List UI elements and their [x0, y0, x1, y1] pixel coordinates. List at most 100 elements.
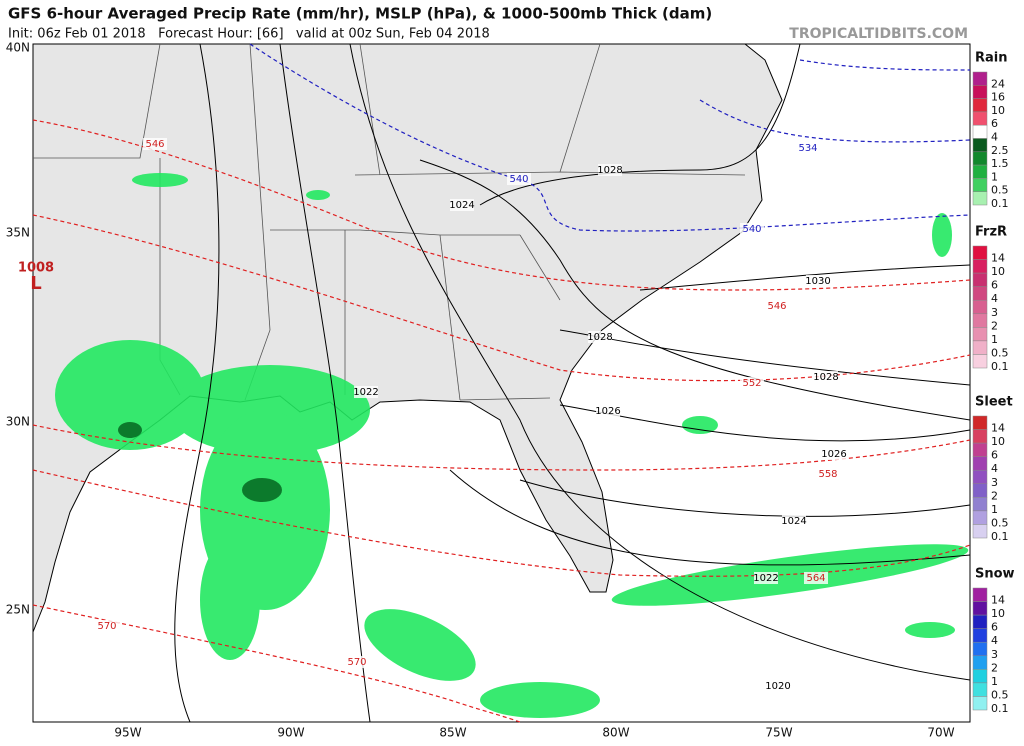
legend-label: 16 — [991, 91, 1005, 104]
lat-label: 35N — [6, 226, 30, 240]
thickness-label: 570 — [347, 657, 366, 668]
lon-label: 90W — [277, 726, 304, 740]
legend-label: 2.5 — [991, 144, 1009, 157]
legend-swatch — [972, 614, 988, 629]
lat-label: 30N — [6, 415, 30, 429]
legend-swatch — [972, 71, 988, 86]
legend-swatch — [972, 299, 988, 315]
low-pressure: 1008 — [18, 261, 54, 276]
thickness-label: 564 — [806, 573, 825, 584]
low-symbol: L — [30, 273, 41, 294]
legend-swatch — [972, 524, 988, 539]
lat-label: 40N — [6, 41, 30, 55]
isobar-label-bg — [598, 164, 622, 176]
legend-label: 1 — [991, 333, 998, 346]
legend-swatch — [972, 483, 988, 498]
thickness-label-bg — [765, 300, 789, 312]
legend-title: Sleet — [975, 395, 1013, 410]
legend-swatch — [972, 151, 988, 166]
legend-label: 4 — [991, 462, 998, 475]
thickness-label: 546 — [145, 139, 164, 150]
thickness-cold — [249, 43, 971, 232]
legend-swatch — [972, 111, 988, 126]
legend-swatch — [972, 510, 988, 525]
watermark: TROPICALTIDBITS.COM — [789, 26, 968, 42]
legend-swatch — [972, 85, 988, 99]
isobar-label: 1026 — [821, 449, 846, 460]
isobar-label-bg — [596, 405, 620, 417]
legend-swatch — [972, 601, 988, 616]
legend-label: 10 — [991, 607, 1005, 620]
precip-heavy — [118, 422, 282, 502]
legend-label: 4 — [991, 131, 998, 144]
title: GFS 6-hour Averaged Precip Rate (mm/hr),… — [8, 5, 712, 23]
legend-swatch — [972, 138, 988, 153]
legend-label: 0.1 — [991, 197, 1009, 210]
isobar-label: 1022 — [353, 387, 378, 398]
legend-label: 24 — [991, 77, 1005, 90]
legend-swatch — [972, 442, 988, 457]
lon-label: 85W — [439, 726, 466, 740]
thickness-label: 540 — [509, 174, 528, 185]
thickness-label: 546 — [767, 301, 786, 312]
isobar-label: 1024 — [781, 516, 806, 527]
legend-swatch — [972, 669, 988, 684]
legend-swatch — [972, 655, 988, 670]
legend-label: 6 — [991, 117, 998, 130]
legend-title: Snow — [975, 567, 1015, 582]
legend-swatch — [972, 313, 988, 328]
thickness-label-bg — [740, 377, 764, 389]
legend-label: 2 — [991, 489, 998, 502]
isobar-label: 1028 — [587, 332, 612, 343]
thickness-label: 570 — [97, 621, 116, 632]
isobar-label-bg — [354, 386, 378, 398]
legend-swatch — [972, 682, 988, 697]
legend-label: 1.5 — [991, 157, 1009, 170]
legend-label: 0.5 — [991, 688, 1009, 701]
isobar-label-bg — [782, 515, 806, 527]
isobar-label-bg — [766, 680, 790, 692]
legend-label: 3 — [991, 306, 998, 319]
legend-swatch — [972, 327, 988, 342]
isobar-label: 1028 — [597, 165, 622, 176]
legend-swatch — [972, 641, 988, 657]
legend-label: 0.5 — [991, 516, 1009, 529]
legend-swatch — [972, 259, 988, 274]
thickness-label: 540 — [742, 224, 761, 235]
legend-swatch — [972, 245, 988, 260]
lon-label: 75W — [765, 726, 792, 740]
isobar-label: 1022 — [753, 573, 778, 584]
legend-label: 2 — [991, 661, 998, 674]
isobar-label: 1020 — [765, 681, 790, 692]
legend-label: 4 — [991, 634, 998, 647]
legend-label: 0.5 — [991, 184, 1009, 197]
legend-swatch — [972, 340, 988, 355]
legend-swatch — [972, 272, 988, 287]
thickness-label-bg — [95, 620, 119, 632]
thickness-label-bg — [796, 142, 820, 154]
legend-swatch — [972, 415, 988, 430]
state-borders — [33, 43, 746, 401]
legend-swatch — [972, 587, 988, 602]
legend-label: 14 — [991, 252, 1005, 265]
legend-label: 6 — [991, 621, 998, 634]
lon-label: 70W — [927, 726, 954, 740]
map-area: 1008 L — [18, 43, 971, 723]
legend-label: 14 — [991, 422, 1005, 435]
legend-label: 0.5 — [991, 346, 1009, 359]
isobar-label-bg — [450, 199, 474, 211]
legend-label: 0.1 — [991, 360, 1009, 373]
lon-label: 95W — [114, 726, 141, 740]
thickness-label-bg — [143, 138, 167, 150]
legend-swatch — [972, 98, 988, 113]
isobar-label-bg — [814, 371, 838, 383]
legend-label: 1 — [991, 170, 998, 183]
thickness-label: 552 — [742, 378, 761, 389]
isobar-label-bg — [822, 448, 846, 460]
thickness-warm — [32, 119, 971, 723]
legend-swatch — [972, 456, 988, 471]
legend-label: 1 — [991, 503, 998, 516]
isobar-label: 1026 — [595, 406, 620, 417]
